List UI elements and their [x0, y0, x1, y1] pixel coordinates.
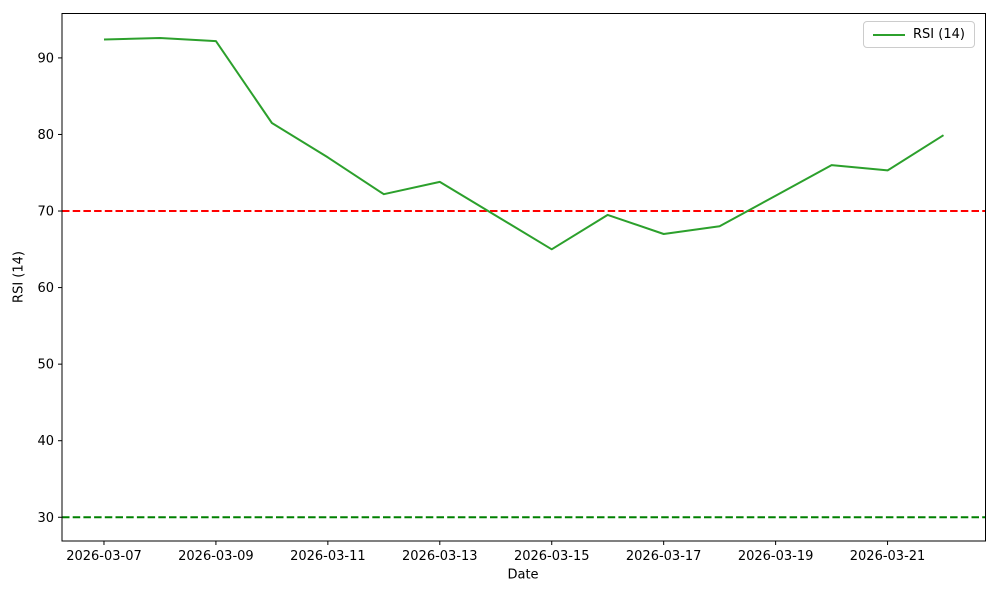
y-axis-title: RSI (14) — [11, 251, 27, 303]
y-tick-label: 40 — [37, 434, 54, 449]
x-tick-label: 2026-03-11 — [290, 549, 366, 564]
x-tick-label: 2026-03-13 — [402, 549, 478, 564]
x-tick-label: 2026-03-07 — [66, 549, 142, 564]
x-tick-label: 2026-03-19 — [738, 549, 814, 564]
y-tick-label: 30 — [37, 511, 54, 526]
x-tick-label: 2026-03-17 — [626, 549, 702, 564]
y-tick-label: 90 — [37, 51, 54, 66]
y-tick-label: 50 — [37, 358, 54, 373]
x-tick-label: 2026-03-15 — [514, 549, 590, 564]
legend: RSI (14) — [863, 21, 975, 48]
legend-line-swatch — [873, 33, 905, 36]
legend-label: RSI (14) — [913, 27, 965, 42]
plot-border — [61, 13, 986, 542]
x-tick-label: 2026-03-21 — [850, 549, 926, 564]
y-tick-label: 80 — [37, 128, 54, 143]
rsi-line — [103, 37, 945, 251]
x-tick-label: 2026-03-09 — [178, 549, 254, 564]
y-tick-label: 70 — [37, 205, 54, 220]
y-tick-label: 60 — [37, 281, 54, 296]
x-axis-title: Date — [507, 567, 539, 583]
